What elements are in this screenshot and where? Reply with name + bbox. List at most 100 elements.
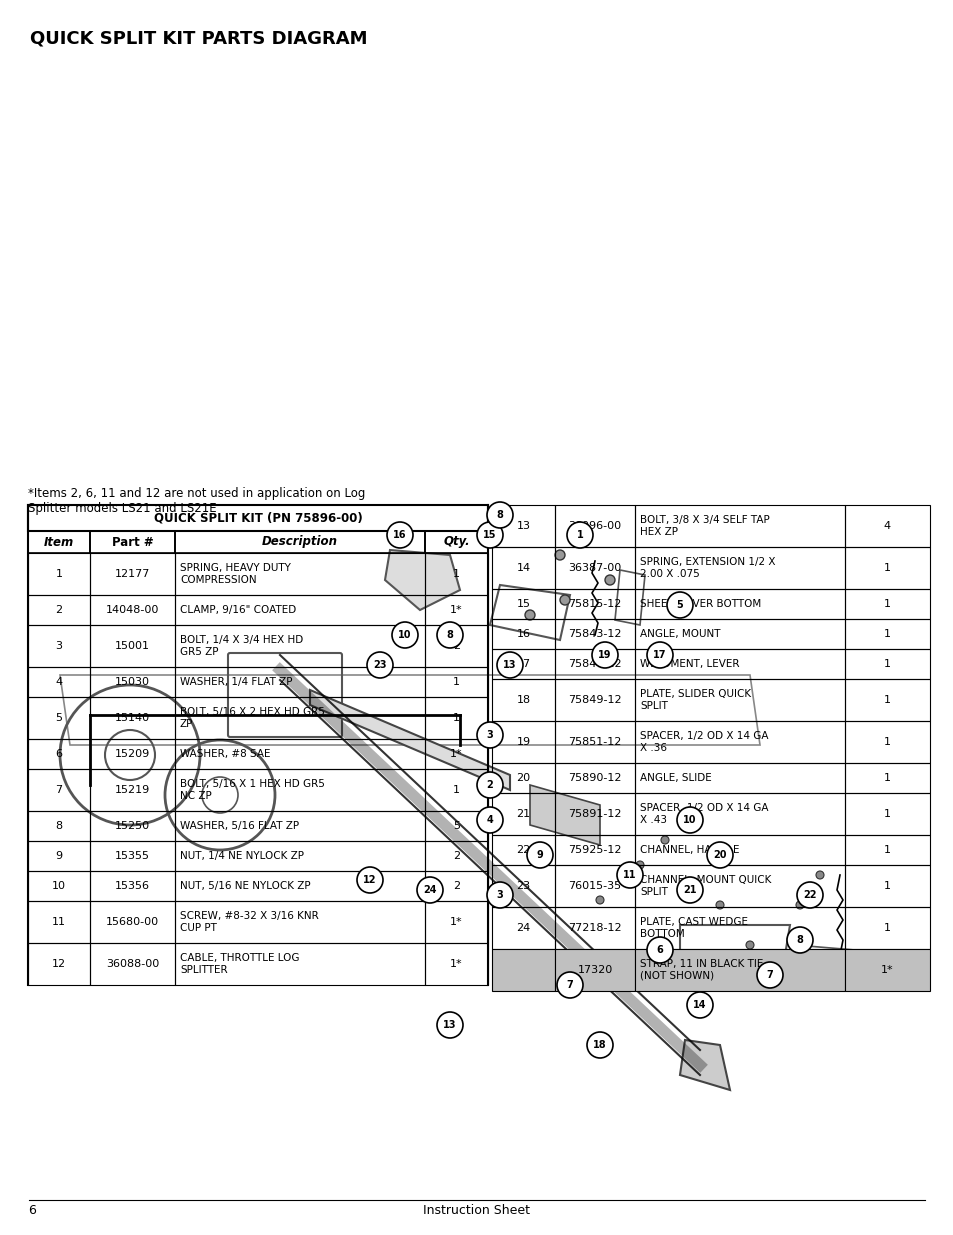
Circle shape — [677, 877, 702, 903]
Bar — [424, 595, 488, 625]
Text: 2.00 X .075: 2.00 X .075 — [639, 569, 699, 579]
Bar — [90, 902, 174, 944]
Bar — [844, 547, 929, 589]
Text: ANGLE, SLIDE: ANGLE, SLIDE — [639, 773, 711, 783]
Text: SCREW, #8-32 X 3/16 KNR: SCREW, #8-32 X 3/16 KNR — [180, 911, 318, 921]
Bar — [28, 841, 90, 871]
Bar — [424, 769, 488, 811]
Bar — [90, 944, 174, 986]
Text: 14: 14 — [516, 563, 530, 573]
Text: PLATE, SLIDER QUICK: PLATE, SLIDER QUICK — [639, 689, 750, 699]
Circle shape — [596, 897, 603, 904]
Circle shape — [592, 642, 618, 668]
Text: 10: 10 — [397, 630, 412, 640]
Bar — [844, 864, 929, 906]
Text: 7: 7 — [766, 969, 773, 981]
Text: SPACER, 1/2 OD X 14 GA: SPACER, 1/2 OD X 14 GA — [639, 731, 768, 741]
Bar — [844, 793, 929, 835]
Text: 77218-12: 77218-12 — [568, 923, 621, 932]
Text: 11: 11 — [622, 869, 636, 881]
Text: *Items 2, 6, 11 and 12 are not used in application on Log
Splitter models LS21 a: *Items 2, 6, 11 and 12 are not used in a… — [28, 487, 365, 515]
Bar — [424, 553, 488, 595]
Bar — [635, 505, 844, 547]
Text: 1: 1 — [883, 629, 890, 638]
Text: 12177: 12177 — [114, 569, 150, 579]
Text: 36387-00: 36387-00 — [568, 563, 621, 573]
Text: STRAP, 11 IN BLACK TIE: STRAP, 11 IN BLACK TIE — [639, 960, 762, 969]
Text: 1: 1 — [883, 923, 890, 932]
Text: 15140: 15140 — [114, 713, 150, 722]
Circle shape — [677, 806, 702, 832]
Bar — [90, 739, 174, 769]
Text: SPRING, HEAVY DUTY: SPRING, HEAVY DUTY — [180, 563, 291, 573]
Text: BOLT, 3/8 X 3/4 SELF TAP: BOLT, 3/8 X 3/4 SELF TAP — [639, 515, 769, 525]
Bar — [555, 906, 635, 948]
Bar — [174, 553, 424, 595]
Text: 7: 7 — [566, 981, 573, 990]
Bar — [635, 619, 844, 650]
Text: 6: 6 — [656, 945, 662, 955]
Bar — [492, 547, 555, 589]
Circle shape — [436, 622, 462, 648]
Text: 76015-35: 76015-35 — [568, 881, 621, 890]
Bar — [174, 531, 424, 553]
Bar — [90, 871, 174, 902]
Text: 1*: 1* — [450, 918, 462, 927]
Text: 1: 1 — [453, 713, 459, 722]
Text: BOTTOM: BOTTOM — [639, 929, 684, 939]
Polygon shape — [530, 785, 599, 845]
Text: (NOT SHOWN): (NOT SHOWN) — [639, 971, 714, 981]
Bar — [635, 589, 844, 619]
Text: PLATE, CAST WEDGE: PLATE, CAST WEDGE — [639, 918, 747, 927]
Text: ZP: ZP — [180, 719, 193, 729]
Text: 1*: 1* — [450, 748, 462, 760]
Bar — [555, 505, 635, 547]
Text: 8: 8 — [497, 510, 503, 520]
Text: 10: 10 — [52, 881, 66, 890]
Text: 17320: 17320 — [577, 965, 612, 974]
Bar — [844, 679, 929, 721]
Bar — [635, 763, 844, 793]
Text: CHANNEL, HANDLE: CHANNEL, HANDLE — [639, 845, 739, 855]
Bar — [635, 650, 844, 679]
Circle shape — [604, 576, 615, 585]
Circle shape — [795, 902, 803, 909]
Text: 17: 17 — [653, 650, 666, 659]
Text: X .43: X .43 — [639, 815, 666, 825]
Text: 3: 3 — [55, 641, 63, 651]
Polygon shape — [679, 1040, 729, 1091]
Bar — [424, 739, 488, 769]
Text: QUICK SPLIT KIT (PN 75896-00): QUICK SPLIT KIT (PN 75896-00) — [153, 511, 362, 525]
Bar — [28, 739, 90, 769]
Text: 1: 1 — [883, 773, 890, 783]
Text: 24: 24 — [516, 923, 530, 932]
Text: 24: 24 — [423, 885, 436, 895]
Bar — [635, 721, 844, 763]
Text: WASHER, #8 SAE: WASHER, #8 SAE — [180, 748, 271, 760]
Bar — [424, 841, 488, 871]
Circle shape — [815, 871, 823, 879]
Text: CHANNEL, MOUNT QUICK: CHANNEL, MOUNT QUICK — [639, 876, 771, 885]
Bar — [555, 650, 635, 679]
Circle shape — [526, 842, 553, 868]
Bar — [174, 841, 424, 871]
Circle shape — [617, 862, 642, 888]
Text: 1: 1 — [883, 599, 890, 609]
Bar — [174, 902, 424, 944]
Circle shape — [476, 772, 502, 798]
Text: 1: 1 — [576, 530, 583, 540]
Circle shape — [646, 937, 672, 963]
Text: 8: 8 — [446, 630, 453, 640]
Text: 15001: 15001 — [115, 641, 150, 651]
Text: 19: 19 — [516, 737, 530, 747]
Text: 15356: 15356 — [115, 881, 150, 890]
Text: 5: 5 — [453, 821, 459, 831]
Text: 4: 4 — [883, 521, 890, 531]
Bar — [424, 871, 488, 902]
Circle shape — [367, 652, 393, 678]
Text: 22: 22 — [516, 845, 530, 855]
Text: 15: 15 — [516, 599, 530, 609]
Text: 75815-12: 75815-12 — [568, 599, 621, 609]
Bar — [90, 553, 174, 595]
Text: Description: Description — [262, 536, 337, 548]
